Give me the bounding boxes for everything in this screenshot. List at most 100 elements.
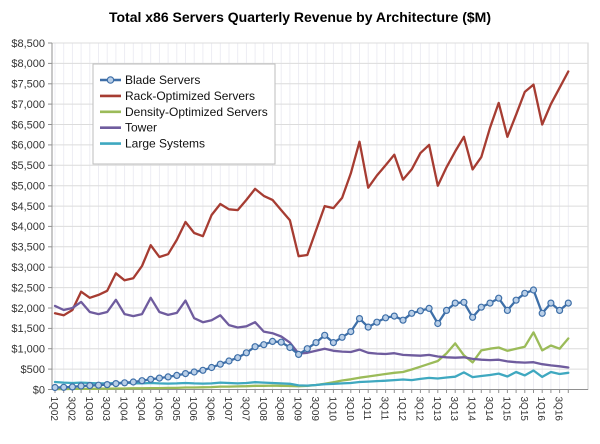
y-axis-label: $1,500 (11, 323, 45, 335)
x-axis-label: 3Q12 (413, 397, 424, 422)
x-axis-label: 3Q04 (135, 397, 146, 422)
series-marker-blade-servers (373, 318, 381, 326)
series-marker-blade-servers (173, 371, 181, 379)
legend-label-density-optimized-servers: Density-Optimized Servers (125, 105, 268, 119)
series-marker-blade-servers (538, 309, 546, 317)
series-marker-blade-servers (495, 294, 503, 302)
series-marker-blade-servers (399, 316, 407, 324)
series-marker-blade-servers (277, 338, 285, 346)
x-axis-label: 3Q15 (518, 397, 529, 422)
series-line-tower (53, 296, 570, 369)
legend-label-rack-optimized-servers: Rack-Optimized Servers (125, 89, 255, 103)
x-axis-label: 1Q07 (222, 397, 233, 422)
y-axis-label: $5,500 (11, 160, 45, 172)
y-axis-label: $3,500 (11, 242, 45, 254)
x-axis-label: 1Q12 (396, 397, 407, 422)
series-marker-blade-servers (338, 333, 346, 341)
x-axis-label: 3Q07 (239, 397, 250, 422)
x-axis-label: 1Q02 (48, 397, 59, 422)
series-marker-blade-servers (68, 383, 77, 391)
series-marker-blade-servers (286, 343, 294, 352)
x-axis-label: 1Q03 (83, 397, 94, 422)
x-axis-label: 3Q05 (170, 397, 181, 422)
series-marker-blade-servers (251, 343, 259, 351)
x-axis-label: 3Q09 (309, 397, 320, 422)
series-marker-blade-servers (547, 299, 555, 307)
y-axis-label: $8,500 (11, 38, 45, 50)
y-axis-label: $6,500 (11, 119, 45, 131)
x-axis-label: 1Q15 (500, 397, 511, 422)
x-axis-label: 1Q13 (431, 397, 442, 422)
legend-marker-blade-servers (106, 76, 115, 84)
series-marker-blade-servers (155, 374, 163, 382)
x-axis-label: 3Q02 (65, 397, 76, 422)
x-axis-label: 1Q11 (361, 397, 372, 421)
y-axis-label: $7,500 (11, 79, 45, 91)
series-marker-blade-servers (295, 350, 303, 358)
series-marker-blade-servers (190, 368, 198, 376)
x-axis-label: 3Q11 (379, 397, 390, 421)
series-marker-blade-servers (216, 360, 224, 368)
series-marker-blade-servers (164, 373, 172, 381)
series-marker-blade-servers (329, 339, 337, 347)
series-marker-blade-servers (138, 377, 146, 385)
x-axis-label: 1Q14 (466, 397, 477, 422)
series-marker-blade-servers (442, 306, 451, 314)
x-axis-label: 3Q06 (205, 397, 216, 422)
x-axis-label: 3Q10 (344, 397, 355, 422)
x-axis-label: 3Q13 (448, 397, 459, 422)
x-axis-label: 3Q03 (100, 397, 111, 422)
series-marker-blade-servers (242, 349, 250, 357)
series-marker-blade-servers (312, 339, 320, 347)
y-axis-label: $1,000 (11, 344, 45, 356)
series-marker-blade-servers (120, 379, 129, 387)
x-axis-label: 1Q06 (187, 397, 198, 422)
series-marker-blade-servers (425, 304, 433, 312)
series-marker-blade-servers (147, 375, 155, 383)
series-marker-blade-servers (408, 309, 416, 317)
series-marker-blade-servers (208, 363, 216, 372)
x-axis-label: 1Q05 (152, 397, 163, 422)
series-marker-blade-servers (555, 306, 564, 314)
series-marker-blade-servers (564, 299, 572, 307)
series-marker-blade-servers (512, 296, 520, 304)
legend: Blade Servers Rack-Optimized Servers Densi… (92, 63, 276, 165)
y-axis-label: $8,000 (11, 58, 45, 70)
series-marker-blade-servers (181, 370, 190, 378)
x-axis-label: 3Q08 (274, 397, 285, 422)
y-axis-label: $500 (21, 364, 45, 376)
y-axis-label: $0 (33, 384, 45, 396)
series-marker-blade-servers (364, 323, 372, 331)
series-marker-blade-servers (347, 328, 355, 336)
chart-title: Total x86 Servers Quarterly Revenue by A… (108, 9, 492, 25)
series-marker-blade-servers (303, 345, 311, 353)
series-marker-blade-servers (86, 382, 94, 390)
series-marker-blade-servers (486, 299, 494, 307)
series-marker-blade-servers (199, 366, 207, 374)
series-marker-blade-servers (416, 307, 424, 315)
y-axis-label: $4,500 (11, 201, 45, 213)
y-axis-label: $5,000 (11, 181, 45, 193)
series-marker-blade-servers (390, 312, 398, 320)
x-axis-label: 1Q09 (292, 397, 303, 422)
series-marker-blade-servers (60, 383, 68, 391)
y-axis-label: $2,500 (11, 282, 45, 294)
y-axis-label: $6,000 (11, 140, 45, 152)
legend-label-large-systems: Large Systems (125, 137, 205, 151)
series-marker-blade-servers (382, 314, 390, 322)
series-marker-blade-servers (477, 303, 485, 311)
y-axis-label: $4,000 (11, 221, 45, 233)
x-axis-label: 3Q16 (553, 397, 564, 422)
legend-label-blade-servers: Blade Servers (125, 73, 200, 87)
series-marker-blade-servers (355, 315, 364, 323)
series-marker-blade-servers (112, 380, 120, 388)
x-axis-label: 1Q16 (535, 397, 546, 422)
y-axis-label: $2,000 (11, 303, 45, 315)
series-marker-blade-servers (521, 289, 529, 297)
series-marker-blade-servers (77, 382, 85, 390)
series-marker-blade-servers (94, 381, 103, 389)
series-marker-blade-servers (103, 381, 111, 389)
series-marker-blade-servers (225, 357, 233, 365)
